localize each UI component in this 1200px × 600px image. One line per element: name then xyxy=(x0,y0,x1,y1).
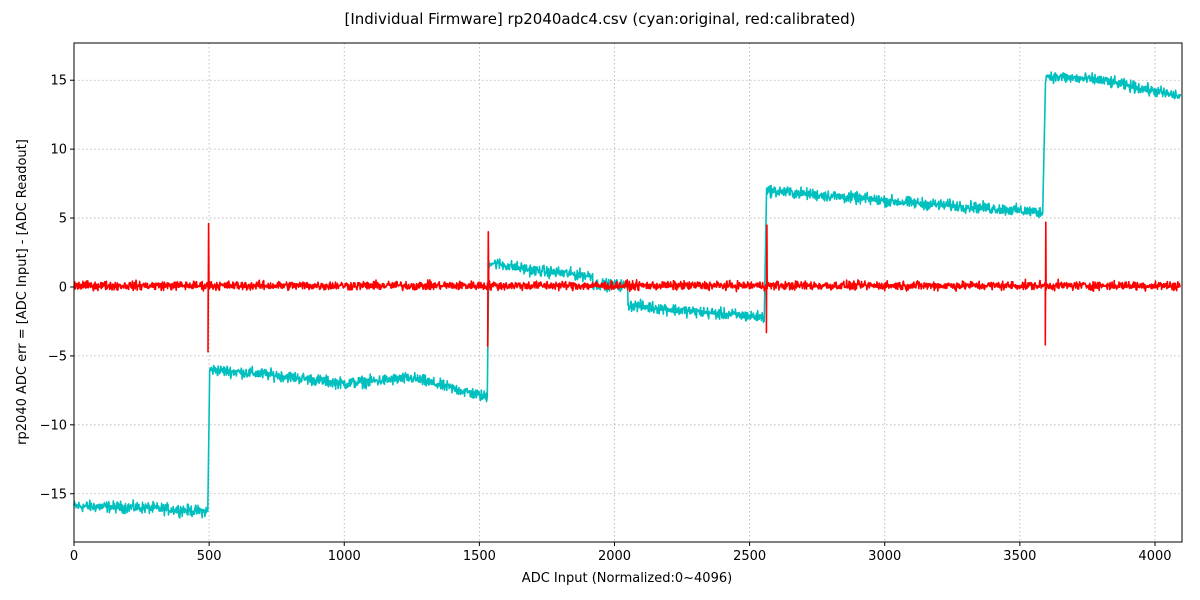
chart-title: [Individual Firmware] rp2040adc4.csv (cy… xyxy=(345,10,856,28)
x-tick-label: 0 xyxy=(70,549,78,564)
y-axis-label: rp2040 ADC err = [ADC Input] - [ADC Read… xyxy=(15,139,30,445)
series-line-calibrated xyxy=(73,221,1181,353)
y-tick-label: 15 xyxy=(50,74,67,89)
y-tick-label: −15 xyxy=(40,487,67,502)
x-axis-ticks: 0 500 1000 1500 2000 2500 3000 3500 4000 xyxy=(70,542,1172,564)
plot-frame xyxy=(73,42,1183,543)
series-layer xyxy=(73,71,1182,519)
y-axis-ticks: −15 −10 −5 0 5 10 15 xyxy=(40,74,74,502)
y-tick-label: 0 xyxy=(59,280,67,295)
y-tick-label: 5 xyxy=(59,212,67,227)
x-tick-label: 3500 xyxy=(1003,549,1036,564)
x-tick-label: 3000 xyxy=(868,549,901,564)
x-tick-label: 500 xyxy=(197,549,222,564)
series-line-original xyxy=(73,71,1182,519)
x-tick-label: 1500 xyxy=(463,549,496,564)
y-tick-label: −5 xyxy=(48,349,67,364)
y-tick-label: −10 xyxy=(40,418,67,433)
x-tick-label: 4000 xyxy=(1138,549,1171,564)
x-tick-label: 2500 xyxy=(733,549,766,564)
y-tick-label: 10 xyxy=(50,143,67,158)
x-tick-label: 1000 xyxy=(328,549,361,564)
x-axis-label: ADC Input (Normalized:0~4096) xyxy=(522,571,732,586)
x-tick-label: 2000 xyxy=(598,549,631,564)
